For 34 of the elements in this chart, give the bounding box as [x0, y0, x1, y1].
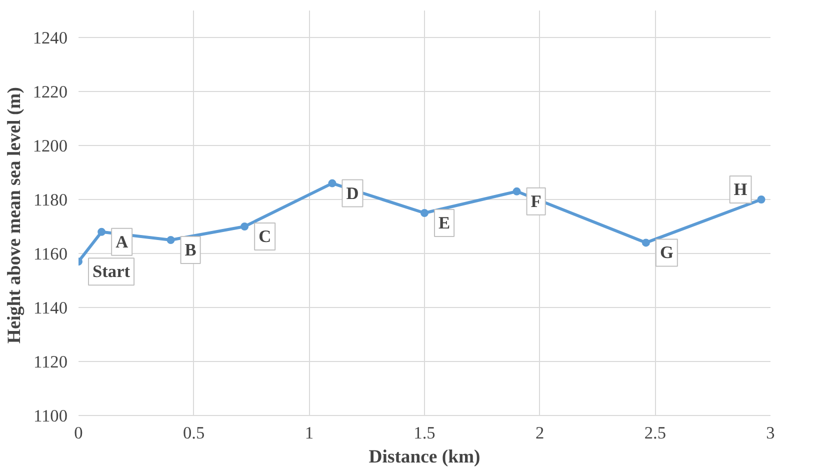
x-axis-title: Distance (km) [368, 446, 480, 468]
point [98, 228, 106, 236]
x-tick-label: 1.5 [414, 424, 436, 442]
annotation: C [258, 227, 272, 246]
annotation: A [116, 232, 129, 252]
x-tick-label: 0.5 [183, 424, 205, 442]
y-tick-label: 1100 [33, 406, 68, 426]
y-tick-label: 1240 [32, 28, 68, 48]
y-tick-label: 1120 [33, 352, 68, 372]
y-tick-label: 1220 [32, 82, 68, 102]
point [166, 236, 175, 244]
annotation: H [734, 180, 748, 199]
annotation: D [346, 184, 359, 203]
y-axis-title: Height above mean sea level (m) [4, 87, 25, 344]
point [328, 179, 336, 188]
point [757, 196, 766, 204]
y-tick-label: 1140 [33, 298, 68, 318]
x-tick-label: 3 [766, 424, 775, 442]
point [512, 187, 521, 196]
y-tick-label: 1200 [32, 136, 68, 156]
y-tick-label: 1180 [33, 190, 68, 210]
x-tick-label: 2 [536, 424, 544, 442]
annotation: G [660, 243, 674, 262]
point [642, 238, 650, 247]
point [240, 222, 249, 230]
annotation: F [530, 192, 542, 211]
point [420, 209, 428, 217]
annotation: E [438, 214, 450, 232]
x-tick-label: 2.5 [644, 424, 666, 442]
annotation: B [184, 240, 197, 260]
annotation: Start [92, 262, 130, 282]
y-tick-label: 1160 [33, 244, 68, 264]
x-tick-label: 0 [74, 424, 83, 442]
x-tick-label: 1 [304, 424, 314, 442]
